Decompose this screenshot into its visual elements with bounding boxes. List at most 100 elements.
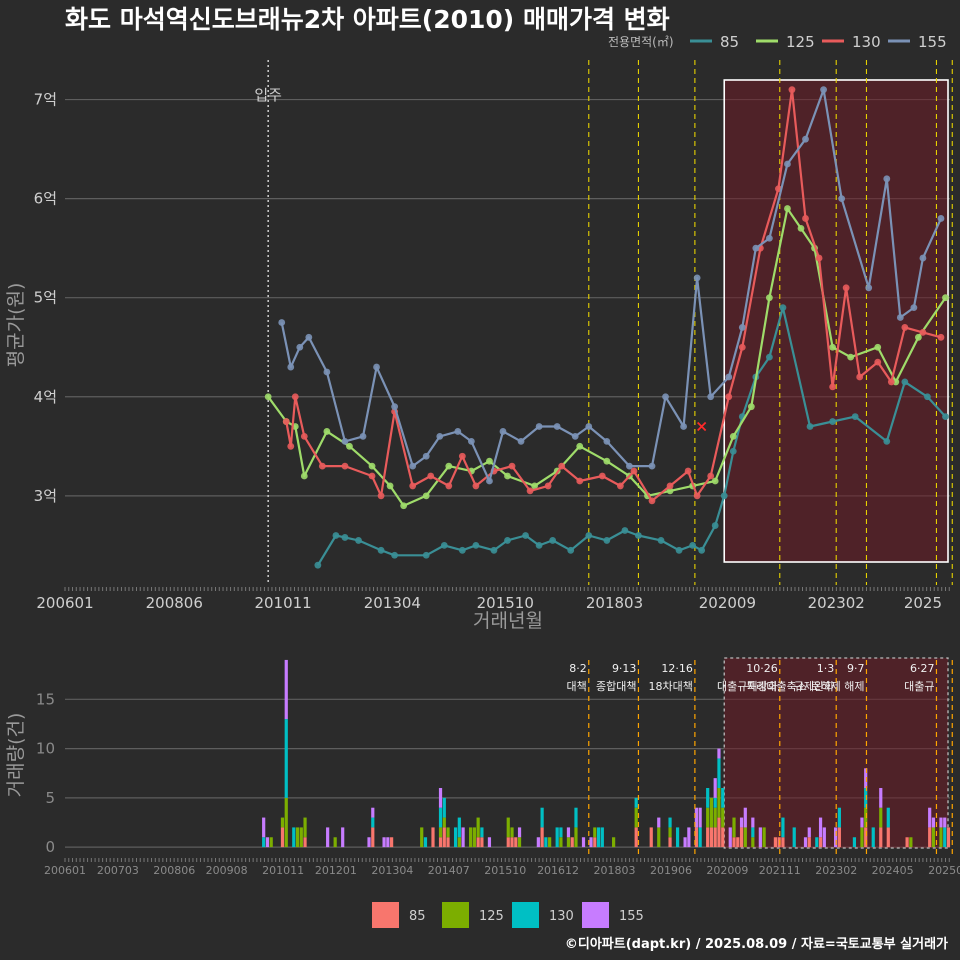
data-point-155 [323,368,331,376]
volume-bar-155 [386,837,390,848]
legend-label-130: 130 [852,33,881,51]
data-point-155 [535,423,543,430]
volume-y-tick: 5 [45,789,55,807]
data-point-125 [603,457,611,465]
data-point-125 [346,442,353,450]
data-point-130 [901,324,909,331]
volume-x-tick: 201906 [650,864,692,877]
price-x-tick: 201304 [364,594,421,612]
data-point-125 [729,433,737,440]
volume-bar-125 [634,807,638,828]
data-point-155 [693,274,701,282]
data-point-155 [585,423,593,430]
volume-bar-155 [834,827,838,848]
volume-bar-155 [860,817,864,828]
price-y-tick: 7억 [34,91,57,109]
data-point-85 [657,537,665,544]
volume-bar-130 [792,827,796,848]
volume-bar-85 [905,837,909,848]
volume-bar-85 [442,827,446,848]
volume-bar-125 [333,837,337,848]
data-point-130 [829,383,837,391]
data-point-155 [359,433,367,440]
policy-label: 대책 [567,680,587,693]
data-point-125 [531,482,538,490]
data-point-85 [504,537,511,544]
volume-bar-155 [683,837,687,848]
volume-bar-130 [438,807,443,828]
volume-legend-swatch-155 [582,902,609,928]
data-point-125 [914,333,922,341]
volume-bar-130 [751,827,755,838]
data-point-85 [924,393,931,401]
volume-bar-130 [442,797,446,818]
price-y-tick: 4억 [34,388,57,406]
volume-bar-130 [864,788,868,808]
volume-bar-130 [262,837,266,848]
volume-bar-155 [879,788,883,808]
data-point-155 [752,244,760,252]
data-point-130 [368,472,376,480]
volume-bar-155 [461,827,465,848]
volume-bar-125 [506,817,510,838]
policy-date: 12·16 [661,662,693,675]
volume-bar-85 [886,827,890,848]
area-legend: 85 125 130 155 [690,33,947,51]
volume-bar-125 [709,797,714,828]
volume-bar-125 [517,837,522,848]
policy-date: 8·2 [569,662,587,675]
volume-bar-155 [536,837,540,848]
volume-bar-155 [589,837,593,848]
volume-bar-125 [559,837,563,848]
volume-legend-swatch-125 [442,902,469,928]
volume-bar-130 [852,837,857,848]
data-point-85 [621,527,629,534]
data-point-130 [725,393,733,401]
legend-title: 전용면적(㎡) [608,35,674,49]
data-point-155 [296,343,304,351]
data-point-85 [729,447,737,455]
volume-bar-85 [649,827,653,848]
volume-bar-85 [570,837,574,848]
volume-bar-155 [367,837,371,848]
data-point-85 [522,532,529,539]
volume-bar-125 [299,827,303,848]
policy-date: 9·13 [612,662,637,675]
data-point-125 [711,477,719,485]
volume-bar-125 [446,827,450,838]
volume-x-tick: 202111 [759,864,801,877]
volume-bar-125 [284,797,288,848]
data-point-130 [856,373,864,381]
data-point-155 [648,462,656,470]
volume-x-tick: 201011 [262,864,304,877]
volume-bar-155 [694,807,698,828]
volume-bar-85 [506,837,510,848]
volume-bar-85 [371,827,375,848]
volume-bar-85 [668,837,672,848]
volume-bar-130 [600,827,604,848]
data-point-85 [720,492,728,500]
volume-bar-125 [864,807,868,828]
volume-bar-130 [574,807,578,828]
data-point-130 [707,472,715,480]
data-point-125 [576,442,584,450]
volume-bar-130 [837,807,841,828]
data-point-155 [802,135,809,143]
volume-bar-155 [803,837,808,848]
policy-label: 종합대책 [596,680,636,693]
volume-bar-155 [939,817,943,828]
volume-bar-130 [675,827,680,848]
volume-bar-155 [739,817,744,828]
data-point-85 [635,532,642,539]
data-point-85 [942,413,949,420]
volume-bar-125 [269,837,273,848]
data-point-85 [490,546,498,554]
volume-x-tick: 202302 [815,864,857,877]
data-point-130 [788,86,796,94]
data-point-155 [436,433,444,440]
volume-bar-155 [687,827,691,848]
data-point-155 [883,175,891,183]
price-x-tick: 200806 [146,594,203,612]
volume-bar-155 [713,778,717,798]
